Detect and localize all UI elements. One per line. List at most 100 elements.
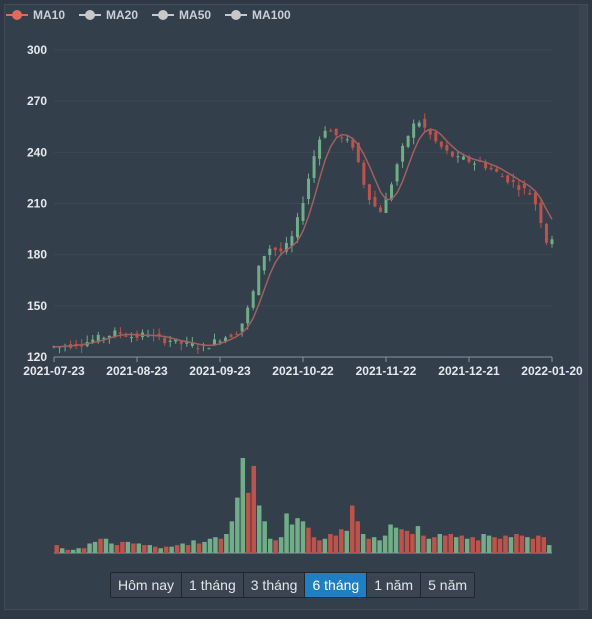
candle-body	[334, 128, 338, 136]
candle-body	[279, 248, 283, 252]
volume-bar	[98, 538, 103, 553]
volume-bar	[453, 537, 459, 553]
candle-body	[273, 247, 277, 251]
volume-bar	[278, 537, 284, 553]
volume-bar	[267, 538, 273, 553]
candle-body	[235, 333, 239, 335]
volume-bar	[541, 537, 547, 553]
candle-body	[506, 175, 510, 183]
legend-item[interactable]: MA50	[152, 8, 211, 22]
candle-body	[550, 239, 554, 245]
candle-body	[157, 333, 161, 336]
legend-item[interactable]: MA10	[6, 8, 65, 22]
volume-bar	[295, 518, 300, 553]
range-button[interactable]: 3 tháng	[243, 573, 306, 597]
candle-body	[295, 217, 299, 238]
candle-body	[207, 348, 211, 350]
y-tick-label: 180	[27, 248, 47, 262]
chart-panel	[4, 4, 588, 610]
candle-body	[434, 132, 438, 142]
candle-body	[356, 142, 360, 163]
volume-bar	[240, 458, 246, 553]
volume-bar	[377, 540, 382, 553]
candle-body	[113, 330, 117, 337]
volume-bar	[169, 546, 174, 553]
candle-body	[439, 141, 443, 147]
volume-bar	[371, 537, 377, 553]
volume-bar	[360, 534, 366, 553]
x-tick-label: 2021-12-21	[438, 364, 500, 378]
candle-body	[406, 135, 410, 147]
volume-bar	[514, 534, 519, 553]
legend-marker-icon	[6, 10, 28, 20]
x-tick-label: 2021-08-23	[106, 364, 168, 378]
candle-body	[118, 332, 122, 334]
volume-bar	[103, 538, 109, 553]
candle-body	[484, 162, 488, 169]
candle-body	[107, 335, 111, 338]
volume-bar	[426, 538, 432, 553]
candle-body	[456, 156, 460, 158]
scrollbar[interactable]	[579, 5, 587, 609]
volume-bar	[344, 530, 350, 553]
range-button[interactable]: 1 tháng	[182, 573, 244, 597]
candle-body	[262, 256, 266, 271]
range-button[interactable]: 1 năm	[367, 573, 422, 597]
candle-body	[345, 139, 349, 141]
volume-bar	[87, 543, 92, 553]
legend-label: MA100	[252, 8, 291, 22]
candle-body	[268, 248, 272, 256]
volume-bar	[415, 526, 421, 553]
volume-bar	[229, 521, 235, 553]
volume-bar	[147, 545, 153, 553]
y-tick-label: 240	[27, 145, 47, 159]
candle-body	[423, 118, 427, 128]
candle-body	[102, 337, 106, 339]
legend-marker-icon	[225, 10, 248, 20]
volume-bar	[333, 535, 339, 553]
legend-item[interactable]: MA20	[79, 8, 138, 22]
volume-bar	[218, 538, 224, 553]
candle-body	[251, 291, 255, 308]
volume-bar	[120, 541, 125, 553]
range-button[interactable]: 5 năm	[421, 573, 475, 597]
candle-body	[135, 333, 139, 338]
legend-label: MA10	[33, 8, 66, 22]
candle-body	[395, 164, 399, 182]
volume-bar	[196, 543, 202, 553]
candle-body	[367, 184, 371, 200]
range-button[interactable]: Hôm nay	[111, 573, 183, 597]
volume-bar	[262, 521, 267, 553]
volume-bar	[350, 505, 355, 553]
candle-body	[91, 339, 95, 343]
candle-body	[500, 176, 504, 178]
candle-body	[511, 180, 515, 182]
candle-body	[428, 129, 432, 135]
volume-bar	[311, 537, 317, 553]
candle-body	[163, 337, 167, 344]
volume-bar	[180, 543, 185, 553]
volume-bar	[355, 521, 360, 553]
range-button[interactable]: 6 tháng	[305, 573, 368, 597]
x-tick-label: 2021-07-23	[23, 364, 85, 378]
candle-body	[80, 345, 84, 347]
volume-bar	[142, 545, 147, 553]
y-tick-label: 270	[27, 94, 47, 108]
volume-bar	[508, 537, 514, 553]
y-tick-label: 150	[27, 299, 47, 313]
candle-body	[190, 343, 194, 346]
volume-bar	[284, 513, 289, 553]
time-range-selector: Hôm nay 1 tháng 3 tháng 6 tháng 1 năm 5 năm	[110, 572, 476, 598]
volume-bar	[410, 534, 415, 553]
candle-body	[544, 223, 548, 243]
volume-bar	[81, 548, 87, 553]
volume-bar	[519, 535, 525, 553]
candle-body	[445, 144, 449, 151]
legend-item[interactable]: MA100	[225, 8, 291, 22]
candle-body	[124, 335, 128, 337]
volume-bar	[459, 535, 464, 553]
volume-bar	[125, 541, 131, 553]
candle-body	[489, 167, 493, 170]
candle-body	[351, 139, 355, 148]
legend-label: MA50	[179, 8, 212, 22]
